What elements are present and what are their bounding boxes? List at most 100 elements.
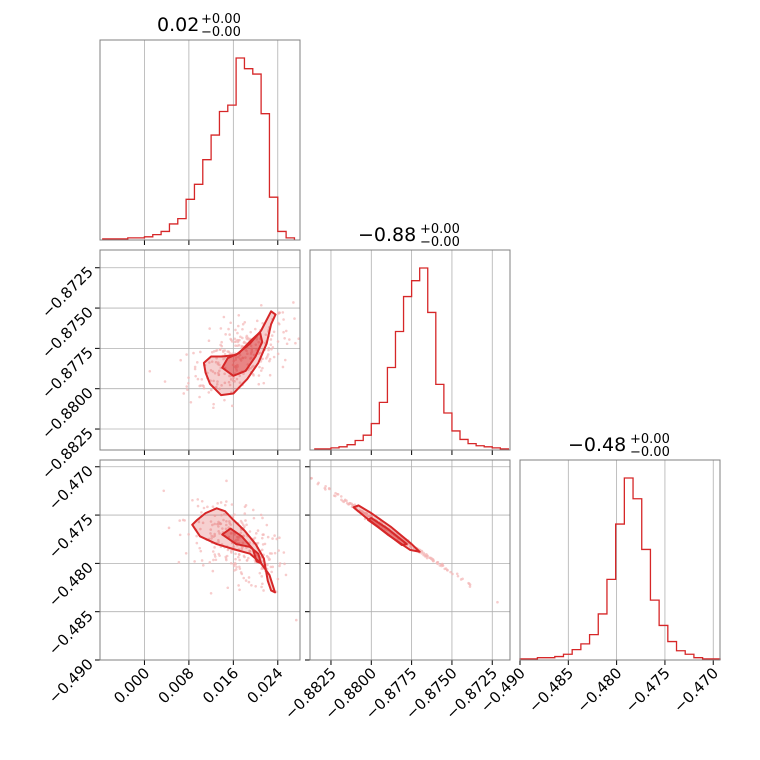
scatter-point (218, 348, 222, 352)
scatter-point (234, 344, 237, 347)
scatter-point (227, 526, 230, 529)
scatter-point (431, 559, 435, 563)
scatter-point (234, 328, 237, 332)
scatter-point (276, 340, 280, 343)
scatter-point (266, 353, 270, 356)
contour-inner (221, 331, 264, 377)
scatter-point (283, 358, 287, 362)
contour-outer (191, 507, 276, 594)
scatter-point (198, 546, 201, 550)
scatter-point (200, 559, 204, 562)
contour-inner (221, 527, 263, 565)
scatter-point (211, 550, 215, 553)
scatter-point (211, 523, 214, 527)
scatter-point (422, 551, 425, 555)
scatter-point (242, 372, 245, 376)
scatter-point (250, 583, 253, 587)
scatter-point (217, 525, 220, 528)
scatter-point (237, 555, 240, 559)
scatter-point (296, 469, 299, 472)
scatter-point (247, 580, 251, 584)
tick-label-x: 0.024 (244, 664, 287, 707)
scatter-point (235, 369, 239, 372)
scatter-point (213, 555, 217, 558)
scatter-point (223, 398, 226, 402)
scatter-point (269, 565, 273, 569)
scatter-point (242, 576, 246, 580)
scatter-point (270, 334, 274, 337)
scatter-point (223, 352, 227, 356)
scatter-point (214, 360, 218, 364)
panel-frame (99, 459, 301, 661)
scatter-point (249, 330, 252, 334)
scatter-point (254, 584, 257, 588)
scatter-point (273, 534, 276, 537)
scatter-point (257, 374, 261, 377)
scatter-point (206, 505, 209, 509)
panel-frame (99, 249, 301, 451)
scatter-point (233, 561, 237, 565)
scatter-point (422, 553, 425, 557)
scatter-point (237, 355, 240, 359)
scatter-point (230, 503, 234, 506)
scatter-point (200, 378, 204, 381)
scatter-point (219, 501, 223, 504)
scatter-point (229, 321, 232, 325)
scatter-point (187, 533, 190, 536)
scatter-point (282, 551, 286, 554)
scatter-point (237, 584, 240, 587)
scatter-point (261, 543, 265, 546)
scatter-point (230, 531, 233, 535)
scatter-point (446, 569, 449, 572)
scatter-point (276, 577, 280, 581)
scatter-point (293, 317, 296, 320)
scatter-point (278, 536, 281, 539)
scatter-point (228, 333, 231, 336)
scatter-point (245, 523, 248, 527)
scatter-point (255, 337, 259, 341)
scatter-point (253, 327, 257, 331)
scatter-point (234, 365, 237, 368)
histogram-1 (314, 267, 510, 450)
scatter-point (281, 311, 285, 314)
scatter-point (243, 555, 246, 559)
scatter-point (268, 359, 271, 363)
tick-label-y: −0.480 (45, 558, 97, 610)
scatter-point (196, 504, 200, 508)
panel-frame (519, 459, 721, 661)
scatter-point (238, 338, 241, 342)
scatter-point (243, 320, 247, 324)
scatter-point (278, 562, 282, 565)
scatter-point (233, 513, 236, 516)
scatter-point (200, 499, 204, 503)
scatter-point (211, 370, 215, 373)
scatter-point (343, 498, 347, 502)
scatter-point (201, 564, 205, 567)
scatter-point (238, 381, 242, 384)
scatter-point (225, 554, 229, 558)
scatter-point (262, 381, 266, 385)
scatter-point (207, 391, 211, 394)
scatter-point (239, 571, 243, 574)
scatter-point (199, 350, 202, 354)
scatter-point (267, 348, 270, 352)
scatter-layer (296, 469, 499, 604)
scatter-point (220, 384, 223, 387)
scatter-point (209, 591, 213, 595)
scatter-point (228, 522, 232, 525)
scatter-point (249, 352, 253, 356)
scatter-point (272, 330, 276, 334)
scatter-point (261, 516, 264, 520)
scatter-point (221, 527, 224, 530)
scatter-point (428, 556, 432, 560)
scatter-point (276, 321, 280, 325)
scatter-point (215, 356, 218, 360)
scatter-point (185, 353, 188, 356)
scatter-point (241, 356, 244, 360)
scatter-layer (162, 479, 300, 622)
scatter-point (213, 546, 216, 549)
scatter-point (268, 373, 272, 377)
scatter-point (229, 549, 233, 553)
scatter-point (199, 384, 203, 387)
scatter-point (238, 353, 242, 357)
